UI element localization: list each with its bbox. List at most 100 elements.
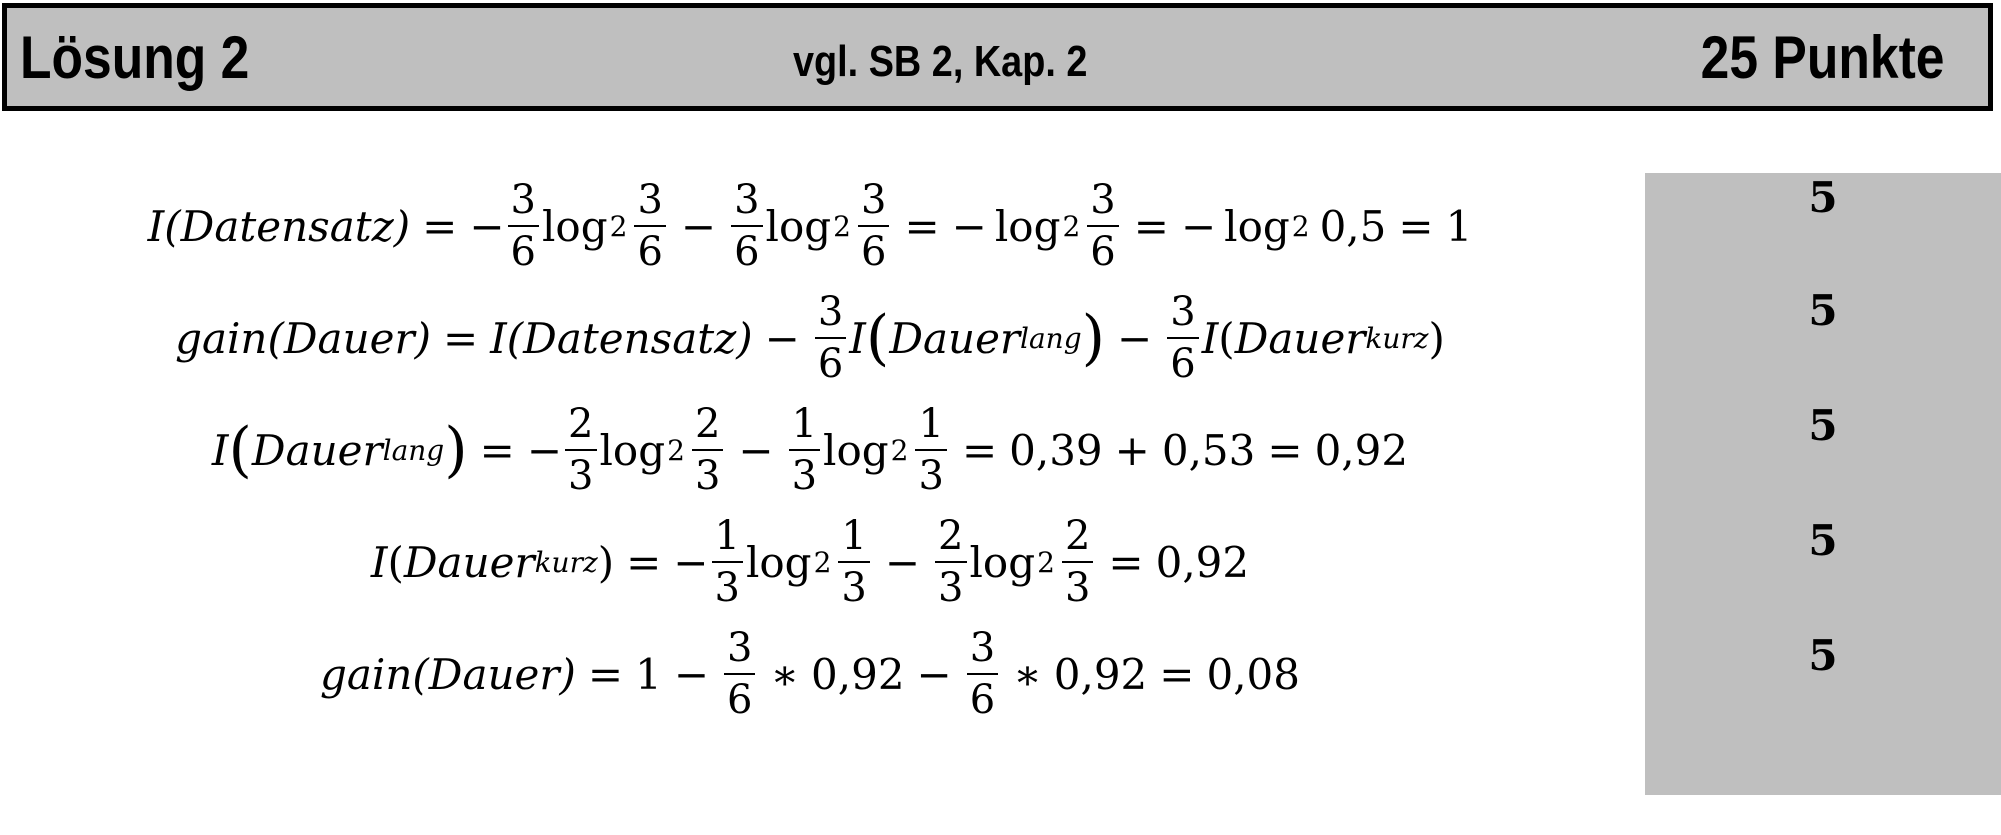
formula-token: 2 — [935, 511, 967, 563]
formula-token: 3 — [1064, 565, 1091, 611]
formula-token: − — [469, 201, 505, 251]
formula-token: log — [542, 201, 608, 251]
formula-token: 1 — [788, 399, 821, 451]
formula-token: lang — [1020, 321, 1082, 355]
points-column: 5 5 5 5 5 — [1645, 173, 2001, 795]
formula-token: I — [211, 425, 229, 475]
points-line-5: 5 — [1808, 631, 1838, 680]
formula-token: Dauer — [889, 313, 1021, 363]
formula-token: = — [442, 313, 479, 363]
formula-token: 3 — [694, 453, 721, 499]
formula-token: 6 — [734, 229, 760, 275]
formula-token: I(Datensatz) — [147, 201, 411, 251]
formula-token: = — [1267, 425, 1303, 475]
formula-token: 6 — [817, 341, 844, 387]
formula-token: = — [961, 425, 998, 475]
formula-token: Dauer — [1234, 313, 1366, 363]
formula-token: 3 — [966, 623, 999, 675]
task-header: Lösung 2 vgl. SB 2, Kap. 2 25 Punkte — [2, 3, 1993, 111]
formula-token: − — [738, 425, 774, 475]
formula-token: 6 — [1170, 341, 1196, 387]
formula-token: 0,92 — [1053, 649, 1148, 699]
formula-token: 0,92 — [811, 649, 905, 699]
formula-token: − — [673, 649, 710, 699]
textbook-reference: vgl. SB 2, Kap. 2 — [793, 37, 1088, 86]
formula-token: − — [526, 425, 563, 475]
points-line-4: 5 — [1808, 516, 1838, 565]
formula-token: 2 — [1291, 209, 1310, 243]
formula-token: 2 — [667, 433, 685, 467]
formula-token: = — [1108, 537, 1144, 587]
formula-token: − — [673, 537, 709, 587]
formula-token: 3 — [938, 565, 964, 611]
formula-token: 6 — [1090, 229, 1116, 275]
formula-token: = — [587, 649, 624, 699]
formula-token: − — [1117, 313, 1153, 363]
formula-token: 3 — [568, 453, 594, 499]
formula-token: 6 — [860, 229, 887, 275]
formula-token: 0,92 — [1155, 537, 1250, 587]
formula-token: ( — [1218, 313, 1235, 363]
formula-token: = — [422, 201, 458, 251]
formula-token: − — [916, 649, 952, 699]
formula-token: I(Datensatz) — [490, 313, 753, 363]
formula-token: log — [823, 425, 889, 475]
formula-token: − — [680, 201, 717, 251]
formula-token: = — [626, 537, 662, 587]
formula-token: log — [1224, 201, 1290, 251]
formula-token: 0,53 — [1161, 425, 1256, 475]
formula-token: + — [1114, 425, 1150, 475]
formula-token: Dauer — [251, 425, 383, 475]
formula-token: = — [1159, 649, 1195, 699]
solution-title: Lösung 2 — [20, 24, 250, 91]
points-line-1: 5 — [1808, 173, 1838, 222]
formula-token: 3 — [791, 453, 818, 499]
formula-token: 2 — [691, 399, 724, 451]
formula-token: log — [765, 201, 832, 251]
formula-token: 2 — [813, 545, 832, 579]
formula-token: gain(Dauer) — [175, 313, 431, 363]
formula-token: − — [951, 201, 987, 251]
formula-token: I — [849, 313, 866, 363]
formula-token: = — [479, 425, 515, 475]
formula-token: kurz — [1365, 321, 1429, 355]
formula-token: log — [745, 537, 812, 587]
formula-token: 3 — [814, 287, 847, 339]
formula-token: 1 — [1445, 201, 1473, 251]
total-points: 25 Punkte — [1700, 24, 1944, 91]
formula-token: 2 — [1062, 209, 1081, 243]
formula-token: 3 — [918, 453, 944, 499]
formula-token: ) — [444, 415, 468, 485]
formula-token: − — [884, 537, 921, 587]
formula-token: 2 — [890, 433, 909, 467]
formula-token: 3 — [1087, 175, 1119, 227]
formula-token: 2 — [833, 209, 851, 243]
formula-token: I — [370, 537, 388, 587]
formula-token: = — [1133, 201, 1169, 251]
formula-token: gain(Dauer) — [320, 649, 576, 699]
formula-token: 1 — [635, 649, 662, 699]
formula-token: 6 — [969, 677, 996, 723]
formula-token: 2 — [1061, 511, 1094, 563]
formula-token: 3 — [841, 565, 867, 611]
formula-token: 3 — [857, 175, 890, 227]
formula-token: − — [1180, 201, 1217, 251]
formula-token: ) — [1081, 303, 1106, 373]
formula-token: lang — [382, 433, 445, 467]
formula-token: ∗ — [1013, 649, 1042, 699]
points-line-3: 5 — [1808, 401, 1838, 450]
formula-token: 1 — [711, 511, 743, 563]
formula-token: 0,39 — [1009, 425, 1103, 475]
formula-token: kurz — [534, 545, 598, 579]
